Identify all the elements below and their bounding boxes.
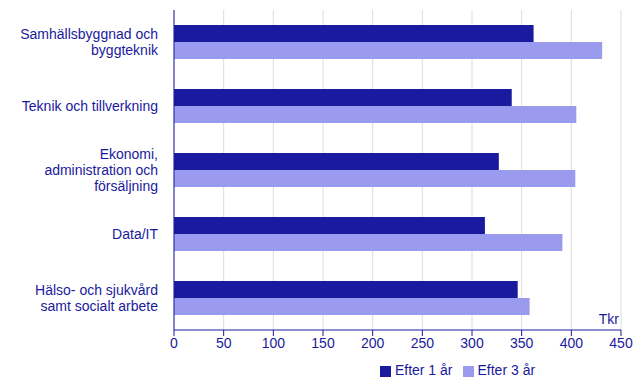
svg-text:250: 250 (411, 335, 435, 351)
html-text:Efter 1 år: Efter 1 år (394, 362, 453, 378)
svg-text:0: 0 (170, 335, 178, 351)
svg-text:Ekonomi,administration ochförs: Ekonomi,administration ochförsäljning (44, 146, 158, 194)
svg-text:200: 200 (361, 335, 385, 351)
svg-text:Samhällsbyggnad ochbyggteknik: Samhällsbyggnad ochbyggteknik (20, 26, 159, 58)
svg-text:300: 300 (460, 335, 484, 351)
html-text:Efter 3 år: Efter 3 år (477, 362, 536, 378)
svg-text:Hälso- och sjukvårdsamt social: Hälso- och sjukvårdsamt socialt arbete (35, 282, 158, 314)
svg-text:100: 100 (262, 335, 286, 351)
svg-text:50: 50 (216, 335, 232, 351)
svg-text:150: 150 (311, 335, 335, 351)
svg-text:Teknik och tillverkning: Teknik och tillverkning (22, 98, 158, 114)
svg-text:350: 350 (510, 335, 534, 351)
svg-text:Data/IT: Data/IT (112, 226, 158, 242)
svg-text:450: 450 (609, 335, 633, 351)
svg-text:400: 400 (560, 335, 584, 351)
svg-text:Tkr: Tkr (599, 311, 620, 327)
